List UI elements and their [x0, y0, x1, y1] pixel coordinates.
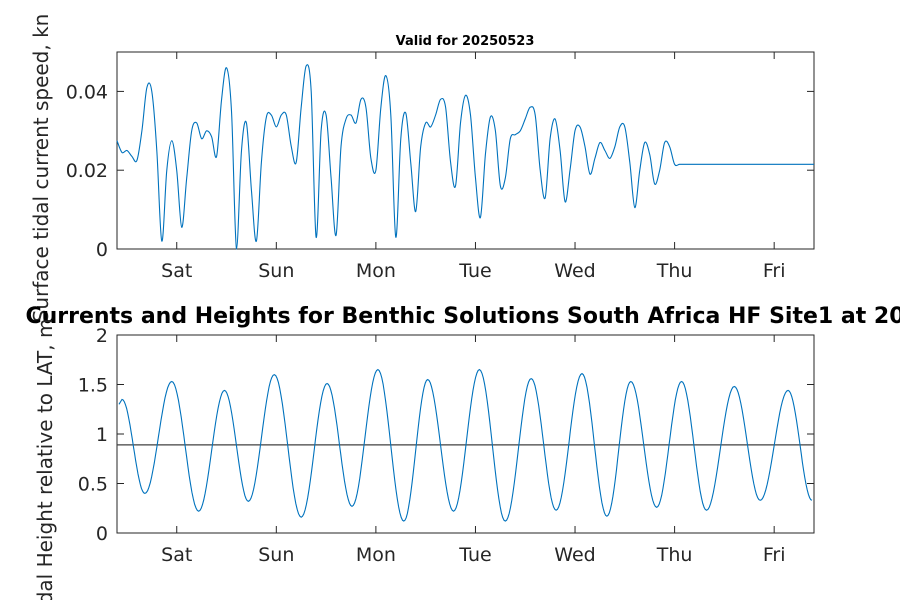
current-x-tick-label: Sun: [258, 260, 294, 282]
height-y-tick-label: 1: [96, 424, 108, 446]
height-x-tick-label: Fri: [763, 544, 786, 566]
height-x-tick-label: Tue: [458, 544, 491, 566]
current-x-tick-label: Fri: [763, 260, 786, 282]
current-speed-series-line: [116, 64, 814, 250]
height-plot-area: [116, 334, 815, 534]
height-x-ticks: Sat Sun Mon Tue Wed Thu Fri: [161, 335, 785, 566]
current-plot-area: [116, 51, 815, 250]
current-y-tick-label: 0.04: [66, 81, 108, 103]
current-x-tick-label: Sat: [161, 260, 192, 282]
height-chart-title: Currents and Heights for Benthic Solutio…: [25, 304, 900, 329]
height-y-ticks: 0 0.5 1 1.5 2: [78, 325, 814, 545]
height-y-tick-label: 0.5: [78, 474, 108, 496]
height-y-tick-label: 0: [96, 523, 108, 545]
height-x-tick-label: Wed: [554, 544, 595, 566]
current-x-tick-label: Mon: [356, 260, 396, 282]
height-y-axis-label: Tidal Height relative to LAT, m: [33, 319, 57, 600]
height-x-tick-label: Sat: [161, 544, 192, 566]
height-x-tick-label: Sun: [258, 544, 294, 566]
height-y-tick-label: 2: [96, 325, 108, 347]
current-chart-title: Valid for 20250523: [396, 34, 535, 49]
current-y-ticks: 0 0.02 0.04: [66, 81, 814, 261]
current-speed-chart: Valid for 20250523 Surface tidal current…: [29, 14, 815, 323]
current-x-tick-label: Tue: [458, 260, 491, 282]
current-x-tick-label: Thu: [656, 260, 693, 282]
height-y-tick-label: 1.5: [78, 375, 108, 397]
current-y-axis-label: Surface tidal current speed, kn: [29, 14, 53, 323]
current-x-tick-label: Wed: [554, 260, 595, 282]
tidal-height-series-line: [118, 368, 813, 522]
height-x-tick-label: Mon: [356, 544, 396, 566]
tidal-height-chart: 0 0.5 1 1.5 2 Sat Sun Mon Tue Wed Thu Fri Currents…: [25, 304, 900, 600]
current-y-tick-label: 0.02: [66, 160, 108, 182]
height-x-tick-label: Thu: [656, 544, 693, 566]
current-y-tick-label: 0: [96, 239, 108, 261]
current-x-ticks: Sat Sun Mon Tue Wed Thu Fri: [161, 52, 785, 282]
